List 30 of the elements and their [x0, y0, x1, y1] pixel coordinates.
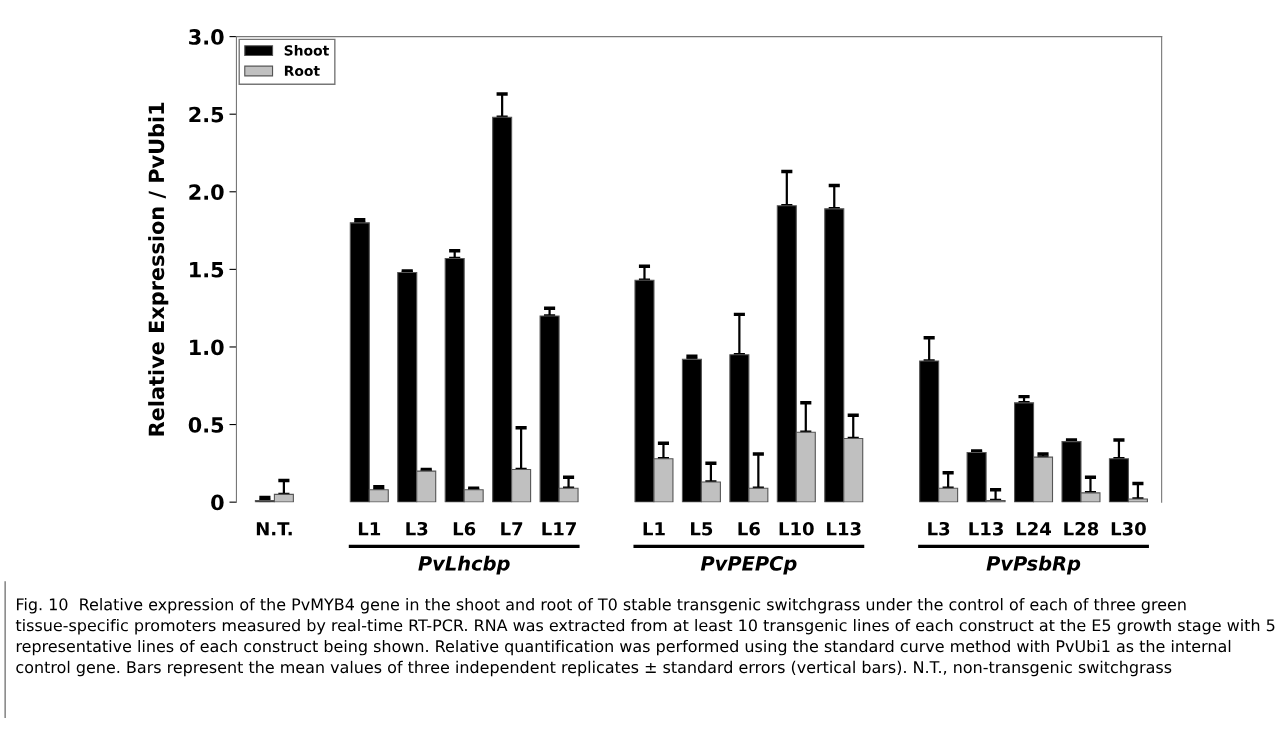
legend-label: Root — [284, 65, 320, 77]
x-tick-label: L1 — [358, 522, 381, 536]
x-tick-label: L10 — [779, 521, 814, 536]
x-tick-label: L5 — [691, 522, 713, 536]
y-tick-label: 2.5 — [189, 106, 224, 123]
caption: Fig. 10 Relative expression of the PvMYB4 gene in the shoot and root of T0 stable transgenic switchgrass under the control of each of three green tissue-specific promoters measured by real-time RT-PCR. RNA was extracted from at least 10 transgenic lines of each construct at the E5 growth stage with 5 representative lines of each construct being shown. Relative quantification was performed using the standard curve method with PvUbi1 as the internal control gene. Bars represent the mean values of three independent replicates ± standard errors (vertical bars). N.T., non-transgenic switchgrass — [15, 598, 1275, 677]
x-tick-label: L3 — [406, 521, 428, 536]
y-axis-title: Relative Expression / PvUbi1 — [148, 102, 169, 436]
legend-label: Shoot — [284, 44, 329, 56]
x-tick-label: L1 — [643, 522, 665, 536]
x-tick-label: L6 — [738, 521, 760, 536]
x-tick-label: L3 — [928, 521, 950, 536]
text: PvPEPCp — [700, 556, 797, 575]
x-tick-label: L17 — [542, 522, 576, 536]
x-tick-label: L6 — [453, 521, 476, 536]
x-tick-label: L24 — [1016, 521, 1052, 536]
x-tick-label: N.T. — [256, 522, 292, 536]
x-tick-label: L7 — [501, 522, 523, 536]
x-tick-label: L13 — [969, 521, 1003, 536]
x-tick-label: L13 — [827, 521, 861, 536]
y-tick-label: 2.0 — [189, 184, 224, 200]
y-tick-label: 1.5 — [190, 262, 224, 278]
text: PvLhcbp — [418, 555, 510, 575]
y-tick-label: 0 — [211, 494, 224, 511]
x-tick-label: L30 — [1111, 521, 1146, 536]
y-tick-label: 3.0 — [189, 29, 224, 45]
x-tick-label: L28 — [1064, 521, 1099, 536]
y-tick-label: 0.5 — [188, 417, 224, 433]
text: PvPsbRp — [986, 555, 1081, 575]
y-tick-label: 1.0 — [190, 339, 224, 356]
